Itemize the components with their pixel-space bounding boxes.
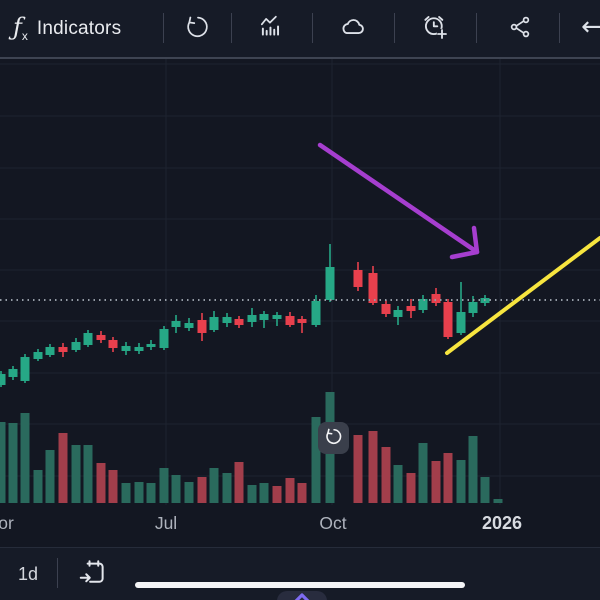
- expand-panel-button[interactable]: [277, 591, 327, 600]
- go-to-date-calendar-icon: [77, 558, 107, 591]
- toolbar-divider: [312, 13, 313, 43]
- cloud-icon: [339, 13, 367, 46]
- interval-button[interactable]: 1d: [18, 564, 39, 584]
- bottom-toolbar: 1d: [0, 547, 600, 600]
- toolbar-divider: [163, 13, 164, 43]
- add-alert-button[interactable]: [418, 12, 452, 46]
- top-toolbar: ƒx Indicators: [0, 0, 600, 59]
- trendline-annotation[interactable]: [445, 236, 600, 355]
- home-indicator[interactable]: [135, 582, 465, 588]
- undo-icon: [184, 14, 210, 45]
- cloud-save-button[interactable]: [336, 12, 370, 46]
- arrow-annotation[interactable]: [317, 142, 480, 255]
- arrow-annotation-head: [449, 225, 480, 260]
- fx-icon: ƒx: [13, 13, 28, 43]
- arrow-left-icon[interactable]: ←: [581, 12, 600, 42]
- indicators-button[interactable]: ƒx Indicators: [13, 0, 121, 57]
- chart-with-bars-icon: [258, 14, 284, 45]
- alarm-add-icon: [421, 13, 449, 46]
- toolbar-divider: [394, 13, 395, 43]
- chart-style-button[interactable]: [254, 12, 288, 46]
- reload-icon: [324, 427, 343, 449]
- chevron-up-icon: [285, 592, 319, 600]
- indicators-label: Indicators: [36, 17, 122, 39]
- reset-chart-button[interactable]: [318, 422, 349, 454]
- toolbar-divider: [476, 13, 477, 43]
- toolbar-divider: [57, 558, 58, 588]
- toolbar-divider: [231, 13, 232, 43]
- share-icon: [507, 14, 533, 45]
- go-to-date-button[interactable]: [74, 556, 110, 592]
- undo-button[interactable]: [180, 12, 214, 46]
- share-button[interactable]: [503, 12, 537, 46]
- toolbar-divider: [559, 13, 560, 43]
